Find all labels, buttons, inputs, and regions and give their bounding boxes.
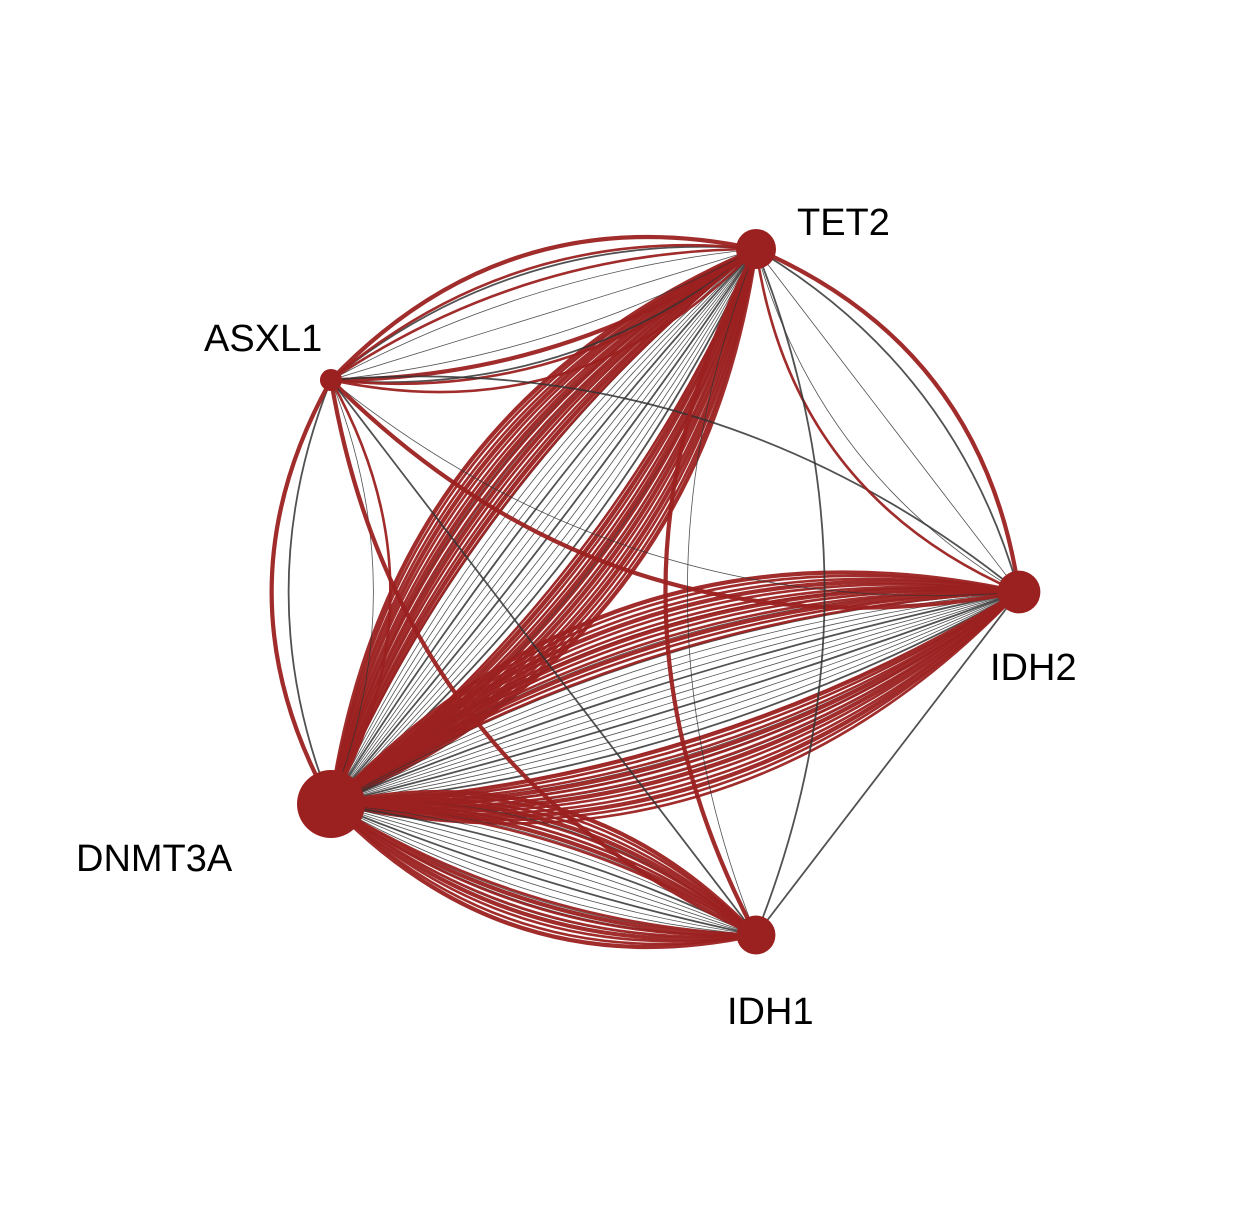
edge-tet2-idh2-red	[755, 247, 1022, 593]
edge-dnmt3a-tet2-dark	[330, 248, 757, 805]
node-tet2	[736, 229, 776, 269]
edge-dnmt3a-idh2-red	[330, 590, 1020, 806]
edge-dnmt3a-idh2-dark	[330, 591, 1020, 805]
edge-dnmt3a-idh2-dark	[330, 591, 1020, 805]
edge-dnmt3a-idh2-red	[329, 570, 1020, 806]
edge-asxl1-idh2-red	[329, 378, 1020, 610]
edge-tet2-idh2-dark	[755, 248, 1020, 593]
edge-dnmt3a-tet2-dark	[330, 248, 757, 805]
edge-dnmt3a-tet2-red	[329, 247, 757, 805]
edge-dnmt3a-tet2-dark	[330, 248, 757, 805]
edge-dnmt3a-asxl1-red	[269, 378, 333, 806]
edge-asxl1-tet2-dark	[330, 248, 757, 381]
label-tet2: TET2	[797, 202, 890, 244]
edge-dnmt3a-idh2-red	[330, 591, 1020, 825]
edge-dnmt3a-idh2-dark	[330, 591, 1020, 805]
edge-dnmt3a-idh2-red	[330, 577, 1020, 805]
edge-dnmt3a-tet2-dark	[330, 248, 757, 805]
edge-dnmt3a-idh1-red	[330, 803, 757, 943]
edge-dnmt3a-idh1-dark	[330, 803, 757, 936]
label-asxl1: ASXL1	[204, 318, 322, 360]
edge-asxl1-tet2-red	[330, 248, 757, 394]
edge-dnmt3a-idh2-red	[330, 590, 1020, 809]
edge-dnmt3a-idh2-dark	[330, 591, 1020, 805]
edge-asxl1-idh2-dark	[330, 379, 1020, 597]
edge-asxl1-idh2-dark	[330, 375, 1020, 593]
edge-asxl1-tet2-dark	[330, 248, 757, 384]
edge-dnmt3a-idh1-red	[330, 796, 757, 936]
node-idh1	[736, 915, 776, 955]
edge-dnmt3a-idh1-red	[330, 801, 758, 937]
edge-dnmt3a-tet2-dark	[330, 248, 757, 805]
edge-tet2-idh1-red	[663, 248, 758, 936]
edge-dnmt3a-tet2-dark	[330, 248, 757, 805]
edge-asxl1-tet2-dark	[330, 248, 757, 381]
edge-dnmt3a-asxl1-red	[329, 379, 392, 805]
edge-dnmt3a-tet2-dark	[330, 248, 757, 805]
edge-asxl1-idh1-red	[328, 379, 757, 937]
edge-dnmt3a-idh2-dark	[330, 591, 1020, 805]
edge-tet2-idh2-red	[754, 248, 1020, 594]
edge-idh2-idh1-dark	[755, 591, 1020, 936]
edge-dnmt3a-idh2-red	[330, 583, 1020, 805]
edge-dnmt3a-tet2-dark	[330, 248, 757, 805]
label-dnmt3a: DNMT3A	[76, 838, 233, 880]
labels-layer: DNMT3A ASXL1 TET2 IDH2 IDH1	[76, 202, 1077, 1033]
edge-asxl1-tet2-red	[329, 234, 757, 382]
edge-dnmt3a-idh1-red	[330, 802, 757, 937]
edge-dnmt3a-idh1-red	[330, 800, 757, 937]
edge-dnmt3a-idh2-red	[330, 589, 1020, 806]
edge-dnmt3a-idh2-red	[330, 574, 1020, 805]
edge-dnmt3a-idh1-red	[330, 793, 757, 936]
edge-dnmt3a-idh2-red	[329, 586, 1020, 806]
edge-dnmt3a-asxl1-dark	[330, 379, 374, 805]
edge-dnmt3a-idh2-red	[329, 579, 1020, 806]
edge-dnmt3a-tet2-red	[328, 247, 757, 805]
edge-tet2-idh1-dark	[755, 248, 826, 936]
edge-dnmt3a-idh2-red	[330, 590, 1020, 806]
edge-dnmt3a-idh1-dark	[330, 803, 757, 936]
edge-tet2-idh1-dark	[687, 248, 757, 936]
edge-dnmt3a-tet2-dark	[330, 248, 757, 805]
edge-dnmt3a-idh1-dark	[330, 803, 757, 936]
edge-dnmt3a-idh1-red	[330, 802, 757, 939]
edge-tet2-idh2-dark	[755, 248, 1020, 593]
node-idh2	[997, 570, 1041, 614]
edge-dnmt3a-idh1-red	[330, 802, 757, 937]
edge-dnmt3a-idh1-dark	[330, 803, 757, 936]
edge-dnmt3a-idh1-red	[330, 798, 758, 937]
edge-asxl1-tet2-dark	[330, 248, 757, 381]
label-idh1: IDH1	[727, 991, 814, 1033]
edge-tet2-idh2-dark	[755, 248, 1020, 593]
edge-asxl1-tet2-red	[330, 248, 757, 386]
edge-dnmt3a-idh2-red	[329, 589, 1020, 806]
edge-dnmt3a-tet2-red	[328, 247, 758, 805]
edge-dnmt3a-asxl1-dark	[287, 379, 332, 805]
edge-dnmt3a-idh1-dark	[330, 803, 757, 936]
node-asxl1	[319, 368, 343, 392]
edge-dnmt3a-idh2-red	[330, 590, 1020, 806]
node-dnmt3a	[297, 770, 365, 838]
edge-dnmt3a-idh1-red	[329, 802, 757, 938]
edge-asxl1-tet2-red	[330, 247, 757, 382]
edge-dnmt3a-idh2-dark	[330, 591, 1020, 805]
edge-dnmt3a-idh1-red	[329, 802, 757, 941]
edge-asxl1-idh1-dark	[330, 379, 757, 936]
nodes-layer	[297, 229, 1041, 955]
edge-dnmt3a-tet2-red	[330, 248, 759, 806]
edge-dnmt3a-idh1-red	[329, 802, 757, 950]
edge-asxl1-tet2-dark	[330, 245, 757, 381]
edge-dnmt3a-tet2-dark	[330, 248, 757, 805]
edge-dnmt3a-idh2-red	[330, 591, 1020, 822]
edge-asxl1-tet2-red	[330, 243, 757, 381]
edge-dnmt3a-idh1-dark	[330, 803, 757, 936]
edge-dnmt3a-idh2-red	[330, 585, 1020, 805]
edge-dnmt3a-idh1-red	[330, 802, 757, 937]
label-idh2: IDH2	[990, 647, 1077, 689]
edge-dnmt3a-tet2-red	[329, 247, 757, 805]
edge-dnmt3a-idh1-red	[330, 802, 757, 937]
edges-layer	[269, 234, 1022, 950]
